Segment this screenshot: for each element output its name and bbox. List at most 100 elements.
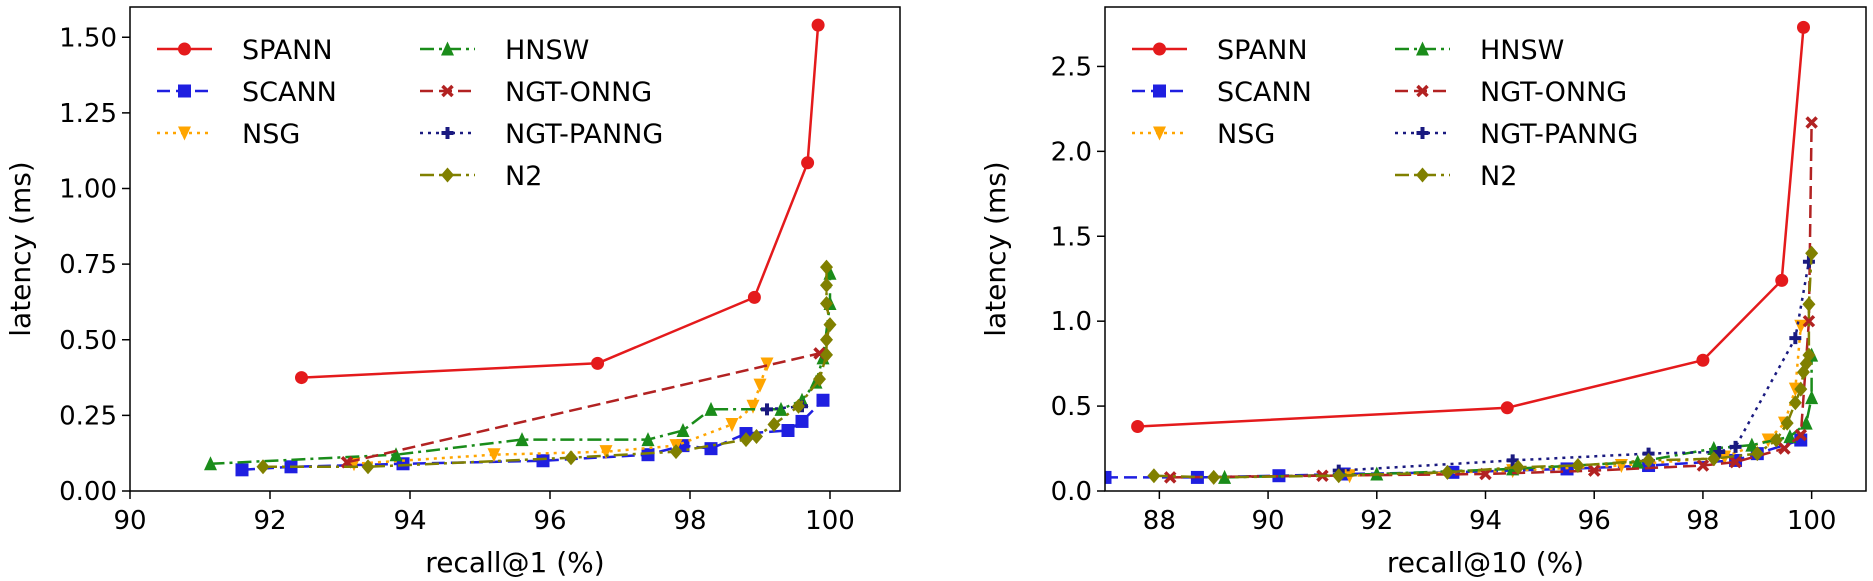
- series-hnsw-point: [641, 432, 655, 447]
- legend-n2-marker: [1416, 167, 1429, 183]
- y-tick-label: 1.25: [59, 99, 117, 129]
- series-nsg-point: [487, 448, 501, 463]
- series-n2-point: [1642, 452, 1656, 468]
- series-n2-point: [792, 398, 805, 414]
- series-n2-point: [823, 317, 837, 333]
- y-tick-label: 1.50: [59, 23, 117, 53]
- x-tick-label: 98: [673, 506, 706, 536]
- x-tick-label: 88: [1143, 506, 1176, 536]
- legend: SPANN SCANN NSG HNSW NGT-ONNG NGT-PANNG N2: [1132, 35, 1638, 192]
- series-hnsw-point: [1745, 437, 1759, 452]
- series-n2-point: [1802, 296, 1816, 312]
- series-scann-point: [816, 393, 830, 407]
- legend-nsg-marker: [178, 126, 191, 141]
- series-nsg-line: [353, 363, 769, 466]
- y-tick-label: 0.00: [59, 477, 117, 507]
- legend-ngt-panng-label: NGT-PANNG: [1480, 119, 1638, 150]
- legend-hnsw-label: HNSW: [505, 35, 589, 66]
- legend-ngt-panng-marker: [1416, 127, 1429, 139]
- x-tick-label: 92: [1360, 506, 1393, 536]
- x-tick-label: 96: [1578, 506, 1611, 536]
- series-n2-point: [669, 444, 683, 460]
- series-n2-point: [1571, 458, 1585, 474]
- series-nsg-point: [746, 399, 760, 414]
- y-tick-label: 0.5: [1051, 392, 1092, 422]
- series-spann-point: [1775, 273, 1789, 287]
- series-ngt-panng-point: [1802, 255, 1815, 268]
- series-nsg-point: [753, 378, 767, 393]
- series-ngt-panng-line: [766, 405, 803, 411]
- legend-ngt-panng-label: NGT-PANNG: [505, 119, 663, 150]
- series-ngt-onng-point: [1587, 464, 1601, 477]
- series-ngt-onng-point: [1794, 428, 1808, 442]
- series-n2-point: [1511, 459, 1525, 475]
- series-ngt-panng-line: [1338, 261, 1811, 472]
- y-tick-label: 0.75: [59, 250, 117, 280]
- x-tick-label: 92: [253, 506, 286, 536]
- y-axis-label: latency (ms): [979, 161, 1012, 336]
- series-n2-point: [739, 432, 753, 448]
- x-tick-label: 98: [1686, 506, 1719, 536]
- legend-scann-label: SCANN: [242, 77, 337, 108]
- series-n2-point: [820, 277, 833, 293]
- legend-ngt-onng-marker: [441, 84, 454, 98]
- legend-n2-marker: [441, 167, 454, 183]
- legend-ngt-onng-marker: [1416, 84, 1429, 98]
- series-n2-point: [820, 332, 833, 348]
- legend-ngt-panng-marker: [441, 127, 454, 139]
- series-n2-point: [750, 429, 763, 445]
- series-ngt-onng-point: [1163, 471, 1177, 484]
- series-n2-point: [1780, 415, 1794, 431]
- legend-nsg-marker: [1153, 126, 1166, 141]
- series-nsg-point: [760, 357, 774, 372]
- legend-spann-marker: [1153, 42, 1166, 56]
- series-n2-point: [820, 347, 833, 363]
- series-n2-point: [1207, 469, 1221, 485]
- series-hnsw-point: [1631, 454, 1645, 469]
- x-tick-label: 94: [393, 506, 426, 536]
- x-tick-label: 90: [1252, 506, 1285, 536]
- series-hnsw-point: [1783, 429, 1797, 444]
- x-axis-label: recall@1 (%): [425, 546, 604, 579]
- legend-scann-marker: [178, 84, 191, 98]
- series-n2-point: [361, 459, 375, 475]
- series-n2-point: [1769, 432, 1783, 448]
- series-ngt-onng-point: [1805, 116, 1818, 129]
- series-n2-point: [1147, 468, 1161, 484]
- y-axis-label: latency (ms): [4, 161, 37, 336]
- series-spann-point: [591, 356, 605, 370]
- series-spann-point: [1696, 353, 1710, 367]
- series-spann-point: [801, 156, 815, 170]
- series-hnsw-point: [204, 456, 217, 471]
- series-nsg-point: [725, 417, 739, 432]
- plot-frame: [129, 6, 901, 492]
- series-n2-point: [1788, 395, 1802, 411]
- right-chart-panel: 88 90 92 94 96 98 100 0.0 0.5 1.0 1.5 2.0 2.5 recall@…: [979, 6, 1867, 579]
- y-tick-label: 1.00: [59, 175, 117, 205]
- series-scann-point: [795, 414, 809, 428]
- series-scann-point: [781, 424, 795, 437]
- series-hnsw-point: [1805, 390, 1819, 405]
- series-ngt-onng-point: [1802, 314, 1816, 328]
- series-hnsw-line: [210, 273, 832, 466]
- legend-hnsw-label: HNSW: [1480, 35, 1564, 66]
- x-tick-label: 100: [1787, 506, 1837, 536]
- left-chart-panel: 90 92 94 96 98 100 0.00 0.25 0.50 0.75 1.00 1.25 1.5…: [4, 6, 901, 579]
- series-scann-point: [536, 454, 550, 468]
- legend-n2-label: N2: [1480, 161, 1517, 192]
- series-ngt-panng-point: [1713, 445, 1726, 458]
- series-n2-point: [256, 459, 270, 475]
- series-spann-point: [1131, 419, 1145, 433]
- series-n2-point: [1332, 468, 1346, 484]
- series-n2-point: [1802, 347, 1816, 363]
- series-spann-point: [747, 290, 761, 304]
- y-tick-label: 2.5: [1051, 52, 1092, 82]
- series-scann-point: [641, 448, 655, 462]
- y-tick-label: 1.5: [1051, 222, 1092, 252]
- legend-ngt-onng-label: NGT-ONNG: [505, 77, 652, 108]
- x-tick-label: 94: [1469, 506, 1502, 536]
- series-n2-point: [813, 371, 826, 387]
- series-n2-point: [1805, 245, 1819, 261]
- legend-spann-label: SPANN: [242, 35, 333, 66]
